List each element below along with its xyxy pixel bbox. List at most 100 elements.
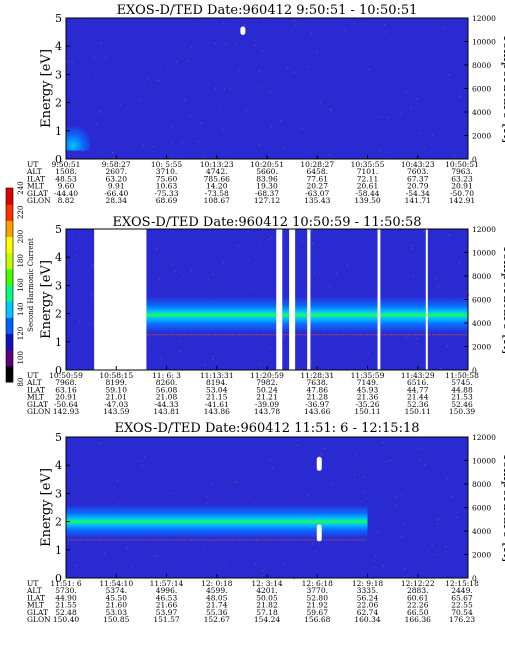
ephemeris-cell: 21.82 [256,601,278,610]
noise-speck [231,133,233,135]
noise-speck [238,69,240,71]
ephemeris-cell: 45.50 [106,593,128,602]
temperature-trace-dot [84,539,86,541]
noise-speck [444,27,446,29]
noise-speck [212,540,215,542]
temperature-trace-dot [251,539,253,541]
noise-speck [132,66,134,68]
noise-speck [329,154,331,156]
noise-speck [227,72,229,75]
temperature-trace-dot [207,539,210,541]
ephemeris-cell: 56.24 [357,593,379,602]
flux-band [66,504,368,539]
noise-speck [431,83,434,85]
noise-speck [406,48,408,50]
temperature-trace-dot [236,539,238,541]
temperature-trace-dot [313,334,316,336]
temperature-trace-dot [347,539,349,541]
noise-speck [384,151,386,153]
temperature-trace-dot [308,539,311,541]
temperature-trace-dot [299,334,301,336]
noise-speck [141,135,144,138]
noise-speck [427,53,429,56]
noise-speck [81,267,84,270]
temperature-trace-dot [214,334,217,336]
noise-speck [232,46,235,48]
noise-speck [288,67,290,69]
ephemeris-cell: 10:13:23 [200,160,234,169]
noise-speck [363,110,365,113]
temperature-trace-dot [154,539,156,541]
noise-speck [285,31,287,33]
noise-speck [234,244,236,247]
noise-speck [174,270,176,272]
noise-speck [222,261,225,264]
temperature-trace-dot [113,539,115,541]
noise-speck [95,65,98,68]
noise-speck [240,46,243,48]
temperature-trace-dot [161,334,164,336]
noise-speck [437,527,439,529]
noise-speck [406,575,408,577]
ephemeris-cell: 21.53 [451,393,473,402]
noise-speck [456,292,458,294]
temperature-trace-dot [335,334,337,336]
temperature-trace-dot [405,334,407,336]
noise-speck [92,275,94,277]
ephemeris-cell: 6458. [307,167,328,176]
temperature-trace-dot [419,334,422,336]
temperature-trace-dot [195,539,197,541]
temperature-trace-dot [292,539,294,541]
noise-speck [183,487,185,489]
noise-speck [79,354,82,356]
noise-speck [384,31,387,33]
noise-speck [88,80,91,83]
noise-speck [205,502,208,505]
noise-speck [348,141,351,143]
temperature-trace-dot [340,334,342,336]
temperature-trace-dot [171,334,173,336]
y-tick-label: 5 [55,223,62,236]
ephemeris-cell: 11:28:31 [300,371,334,380]
noise-speck [214,88,216,90]
temperature-trace-dot [371,334,374,336]
noise-speck [389,471,392,474]
noise-speck [167,248,169,251]
noise-speck [418,274,421,276]
noise-speck [318,34,320,37]
temperature-trace-dot [79,539,82,541]
noise-speck [429,251,432,254]
noise-speck [400,104,403,107]
y-tick-label: 3 [55,68,62,81]
temperature-trace-dot [460,334,463,336]
temperature-trace-dot [197,334,200,336]
noise-speck [270,236,273,239]
ephemeris-cell: 11: 6: 3 [152,371,181,380]
noise-speck [410,245,413,247]
ephemeris-cell: 4996. [156,586,177,595]
temperature-trace-dot [253,334,255,336]
noise-speck [360,500,363,503]
ephemeris-cell: 47.86 [307,385,329,394]
noise-speck [293,577,295,580]
noise-speck [346,351,348,353]
ephemeris-cell: 59.67 [307,608,329,617]
temperature-trace-dot [70,539,72,541]
ephemeris-cell: 10:28:27 [300,160,334,169]
ephemeris-cell: 62.74 [357,608,379,617]
temperature-trace-dot [260,539,263,541]
temperature-trace-dot [284,539,287,541]
temperature-trace-dot [193,334,195,336]
noise-speck [176,61,178,63]
noise-speck [245,485,247,487]
noise-speck [457,32,460,35]
noise-speck [279,546,281,549]
noise-speck [403,479,405,481]
ephemeris-cell: 11:20:59 [250,371,284,380]
temperature-trace-dot [443,334,446,336]
temperature-trace-dot [429,334,431,336]
noise-speck [355,272,358,275]
temperature-trace-dot [361,539,364,541]
temperature-trace-dot [234,334,236,336]
noise-speck [307,469,310,472]
